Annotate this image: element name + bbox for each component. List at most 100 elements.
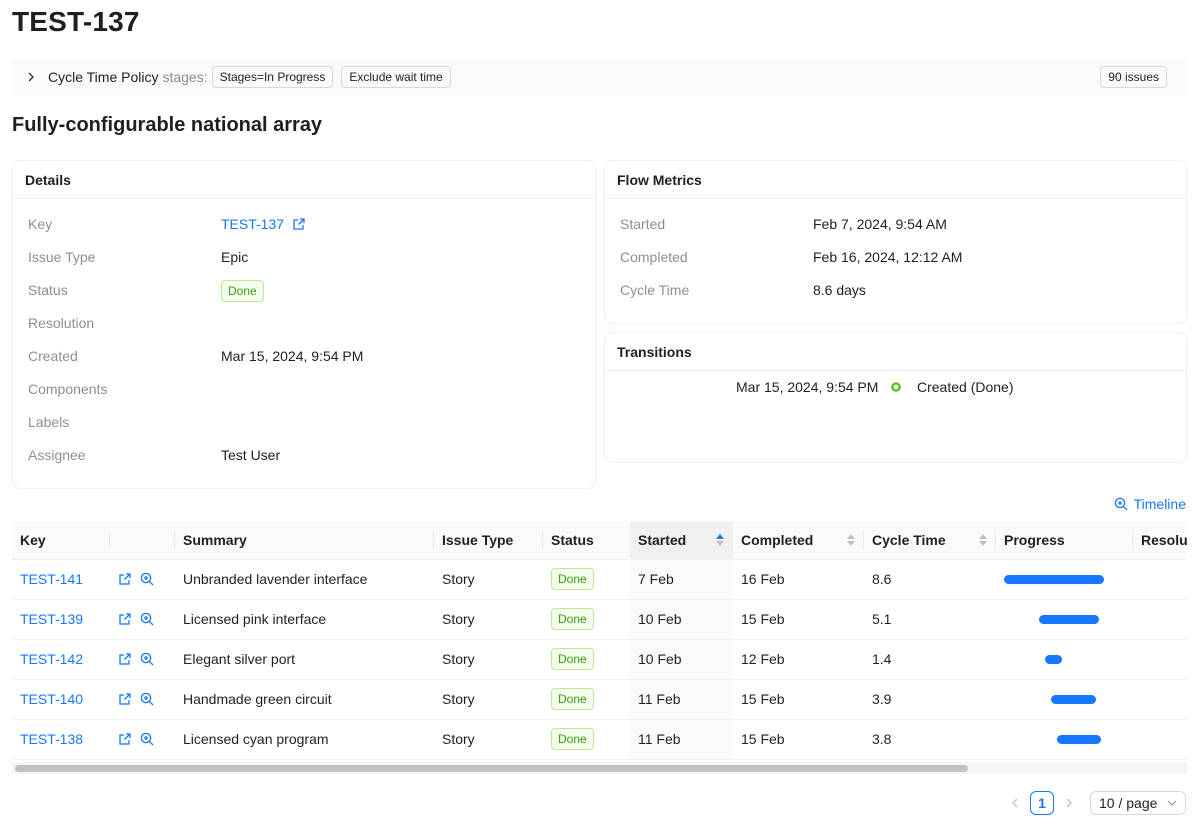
row-resolution bbox=[1133, 599, 1187, 640]
row-key[interactable]: TEST-141 bbox=[12, 559, 110, 600]
details-card: Details bbox=[12, 160, 596, 489]
page-1-button[interactable]: 1 bbox=[1030, 791, 1054, 815]
external-link-icon[interactable] bbox=[118, 612, 132, 626]
page-size-select[interactable]: 10 / page bbox=[1090, 791, 1186, 815]
zoom-in-icon[interactable] bbox=[140, 692, 154, 706]
row-cycle-time: 1.4 bbox=[864, 639, 996, 680]
external-link-icon[interactable] bbox=[118, 732, 132, 746]
row-resolution bbox=[1133, 719, 1187, 760]
details-label-created: Created bbox=[28, 348, 78, 364]
table-row: TEST-140 Handmade green circuit Story Done 1… bbox=[12, 679, 1187, 720]
row-key[interactable]: TEST-139 bbox=[12, 599, 110, 640]
status-badge: Done bbox=[551, 688, 594, 710]
next-page-button[interactable] bbox=[1060, 795, 1078, 811]
policy-title: Cycle Time Policy bbox=[48, 69, 159, 85]
zoom-in-icon[interactable] bbox=[140, 572, 154, 586]
column-header-actions bbox=[110, 521, 175, 560]
details-value-created: Mar 15, 2024, 9:54 PM bbox=[221, 348, 364, 364]
scrollbar-thumb[interactable] bbox=[15, 765, 968, 772]
progress-bar bbox=[1004, 574, 1104, 584]
row-summary: Elegant silver port bbox=[175, 639, 434, 680]
row-issue-type: Story bbox=[434, 679, 543, 720]
row-key-link[interactable]: TEST-141 bbox=[20, 571, 84, 587]
column-header-resolution[interactable]: Resolu bbox=[1133, 521, 1187, 560]
external-link-icon[interactable] bbox=[118, 572, 132, 586]
row-progress bbox=[996, 559, 1133, 600]
external-link-icon[interactable] bbox=[118, 692, 132, 706]
prev-page-button[interactable] bbox=[1006, 795, 1024, 811]
sort-icon[interactable] bbox=[715, 533, 725, 547]
timeline-label: Timeline bbox=[1133, 496, 1186, 512]
flow-value-cycle-time: 8.6 days bbox=[813, 282, 866, 298]
row-status: Done bbox=[543, 559, 630, 600]
row-status: Done bbox=[543, 679, 630, 720]
policy-bar[interactable]: Cycle Time Policy stages: Stages=In Prog… bbox=[12, 58, 1187, 96]
column-header-started[interactable]: Started bbox=[630, 521, 733, 560]
chevron-right-icon[interactable] bbox=[26, 72, 36, 82]
column-header-completed[interactable]: Completed bbox=[733, 521, 864, 560]
issue-key-link[interactable]: TEST-137 bbox=[221, 216, 285, 232]
row-progress bbox=[996, 719, 1133, 760]
row-issue-type: Story bbox=[434, 599, 543, 640]
row-started: 10 Feb bbox=[630, 639, 733, 680]
row-key[interactable]: TEST-140 bbox=[12, 679, 110, 720]
flow-value-started: Feb 7, 2024, 9:54 AM bbox=[813, 216, 947, 232]
row-summary: Unbranded lavender interface bbox=[175, 559, 434, 600]
flow-metrics-card: Flow Metrics bbox=[604, 160, 1187, 324]
column-header-status[interactable]: Status bbox=[543, 521, 630, 560]
row-cycle-time: 3.9 bbox=[864, 679, 996, 720]
row-key-link[interactable]: TEST-140 bbox=[20, 691, 84, 707]
details-label-assignee: Assignee bbox=[28, 447, 86, 463]
policy-tag-stages: Stages=In Progress bbox=[211, 66, 334, 88]
flow-label-started: Started bbox=[620, 216, 666, 232]
external-link-icon[interactable] bbox=[292, 217, 306, 231]
sort-icon[interactable] bbox=[978, 533, 988, 547]
details-value-key[interactable]: TEST-137 bbox=[221, 216, 306, 232]
row-key[interactable]: TEST-142 bbox=[12, 639, 110, 680]
timeline-link[interactable]: Timeline bbox=[1114, 496, 1186, 512]
progress-bar bbox=[1039, 614, 1099, 624]
column-header-issue-type[interactable]: Issue Type bbox=[434, 521, 543, 560]
row-progress bbox=[996, 679, 1133, 720]
transitions-card: Transitions bbox=[604, 332, 1187, 463]
row-issue-type: Story bbox=[434, 559, 543, 600]
status-badge: Done bbox=[551, 568, 594, 590]
status-dot-icon bbox=[891, 382, 901, 392]
row-completed: 15 Feb bbox=[733, 599, 864, 640]
row-key-link[interactable]: TEST-138 bbox=[20, 731, 84, 747]
column-header-progress[interactable]: Progress bbox=[996, 521, 1133, 560]
details-label-components: Components bbox=[28, 381, 108, 397]
row-completed: 15 Feb bbox=[733, 719, 864, 760]
row-key-link[interactable]: TEST-139 bbox=[20, 611, 84, 627]
status-badge: Done bbox=[221, 280, 264, 302]
row-key-link[interactable]: TEST-142 bbox=[20, 651, 84, 667]
row-summary: Licensed pink interface bbox=[175, 599, 434, 640]
chevron-left-icon bbox=[1012, 798, 1018, 808]
transition-label: Created (Done) bbox=[917, 379, 1014, 395]
table-horizontal-scrollbar[interactable] bbox=[12, 762, 1187, 774]
row-progress bbox=[996, 639, 1133, 680]
row-resolution bbox=[1133, 679, 1187, 720]
zoom-in-icon[interactable] bbox=[140, 652, 154, 666]
row-status: Done bbox=[543, 599, 630, 640]
transition-time: Mar 15, 2024, 9:54 PM bbox=[736, 379, 879, 395]
zoom-in-icon[interactable] bbox=[140, 732, 154, 746]
zoom-in-icon[interactable] bbox=[140, 612, 154, 626]
row-key[interactable]: TEST-138 bbox=[12, 719, 110, 760]
column-header-key[interactable]: Key bbox=[12, 521, 110, 560]
table-row: TEST-139 Licensed pink interface Story Done… bbox=[12, 599, 1187, 640]
progress-bar bbox=[1057, 734, 1101, 744]
column-header-cycle-time[interactable]: Cycle Time bbox=[864, 521, 996, 560]
column-header-summary[interactable]: Summary bbox=[175, 521, 434, 560]
flow-label-cycle-time: Cycle Time bbox=[620, 282, 690, 298]
external-link-icon[interactable] bbox=[118, 652, 132, 666]
zoom-in-icon bbox=[1114, 497, 1128, 511]
details-value-assignee: Test User bbox=[221, 447, 281, 463]
sort-icon[interactable] bbox=[846, 533, 856, 547]
page-title: TEST-137 bbox=[12, 6, 140, 37]
issue-summary-title: Fully-configurable national array bbox=[12, 114, 323, 136]
progress-bar bbox=[1051, 694, 1096, 704]
row-summary: Licensed cyan program bbox=[175, 719, 434, 760]
details-label-resolution: Resolution bbox=[28, 315, 95, 331]
pagination: 1 10 / page bbox=[1006, 791, 1186, 815]
